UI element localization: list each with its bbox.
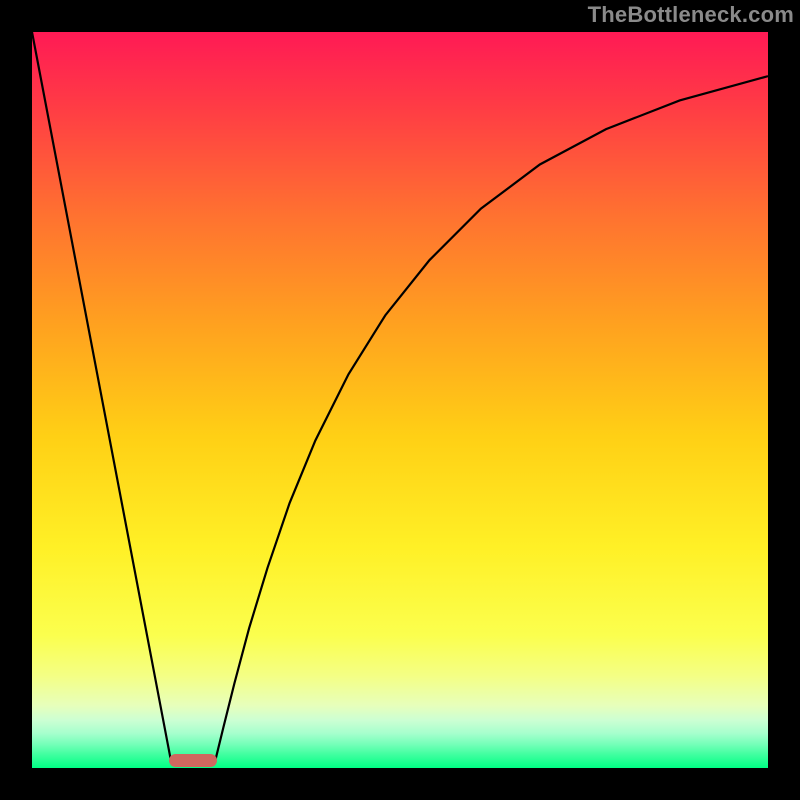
bottleneck-curve	[32, 32, 768, 768]
plot-area	[32, 32, 768, 768]
watermark-text: TheBottleneck.com	[588, 2, 794, 28]
chart-frame: TheBottleneck.com	[0, 0, 800, 800]
optimal-range-marker	[169, 754, 218, 767]
